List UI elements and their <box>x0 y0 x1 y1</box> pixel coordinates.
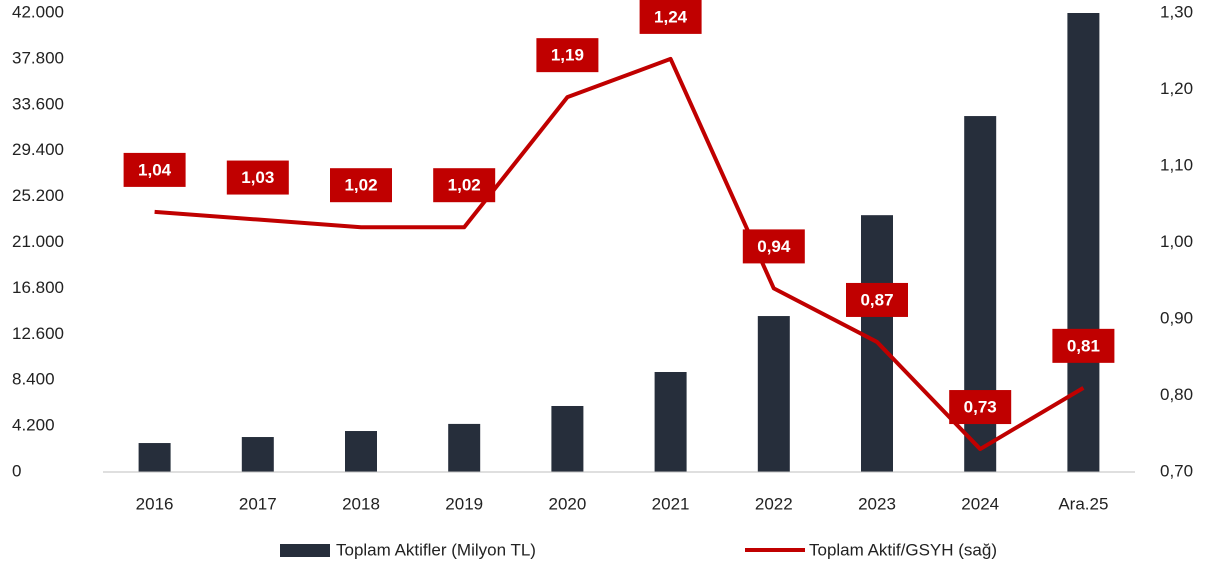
y-tick-label: 0 <box>12 461 21 480</box>
x-tick-label: 2017 <box>239 494 277 513</box>
y2-tick-label: 0,80 <box>1160 385 1193 404</box>
legend-label: Toplam Aktifler (Milyon TL) <box>336 540 536 559</box>
y-tick-label: 8.400 <box>12 370 55 389</box>
y-tick-label: 21.000 <box>12 232 64 251</box>
value-label: 1,19 <box>551 46 584 65</box>
bar <box>241 437 274 472</box>
x-tick-label: 2016 <box>136 494 174 513</box>
x-tick-label: 2019 <box>445 494 483 513</box>
bar <box>138 443 171 472</box>
value-label: 1,02 <box>344 176 377 195</box>
bar <box>1067 13 1100 472</box>
y2-tick-label: 1,30 <box>1160 2 1193 21</box>
line <box>154 56 1085 452</box>
y-tick-label: 12.600 <box>12 324 64 343</box>
y-tick-label: 16.800 <box>12 278 64 297</box>
value-label: 1,24 <box>654 7 688 26</box>
legend-label: Toplam Aktif/GSYH (sağ) <box>809 540 997 559</box>
bar <box>551 405 584 472</box>
y-tick-label: 33.600 <box>12 94 64 113</box>
y2-tick-label: 1,00 <box>1160 232 1193 251</box>
value-label-box <box>949 390 1012 425</box>
value-label-box <box>742 229 805 264</box>
y2-tick-label: 1,10 <box>1160 155 1193 174</box>
y-tick-label: 42.000 <box>12 2 64 21</box>
y2-tick-label: 1,20 <box>1160 79 1193 98</box>
value-label: 0,73 <box>964 398 997 417</box>
legend-swatch <box>280 544 330 557</box>
x-tick-label: 2021 <box>652 494 690 513</box>
value-label: 0,87 <box>860 290 893 309</box>
value-label: 1,02 <box>448 176 481 195</box>
bar <box>345 431 377 472</box>
x-tick-label: 2024 <box>961 494 999 513</box>
y-tick-label: 4.200 <box>12 416 55 435</box>
value-label-box <box>123 152 186 187</box>
x-tick-label: Ara.25 <box>1058 494 1108 513</box>
x-tick-label: 2023 <box>858 494 896 513</box>
y-tick-label: 37.800 <box>12 48 64 67</box>
value-label-box <box>1052 328 1115 363</box>
value-label-box <box>846 282 908 317</box>
value-label-box <box>433 168 496 203</box>
bar <box>757 316 790 472</box>
bar <box>448 423 481 472</box>
value-label-box <box>639 0 702 34</box>
value-label: 1,04 <box>138 160 172 179</box>
x-tick-label: 2018 <box>342 494 380 513</box>
value-label: 1,03 <box>241 168 274 187</box>
value-label-box <box>226 160 289 195</box>
y2-tick-label: 0,70 <box>1160 461 1193 480</box>
y2-tick-label: 0,90 <box>1160 308 1193 327</box>
value-label: 0,81 <box>1067 336 1100 355</box>
bar <box>654 372 687 472</box>
y-tick-label: 25.200 <box>12 186 64 205</box>
x-tick-label: 2022 <box>755 494 793 513</box>
value-label-box <box>330 168 392 203</box>
value-label-box <box>536 38 599 73</box>
y-tick-label: 29.400 <box>12 140 64 159</box>
value-label: 0,94 <box>757 237 791 256</box>
x-tick-label: 2020 <box>548 494 586 513</box>
